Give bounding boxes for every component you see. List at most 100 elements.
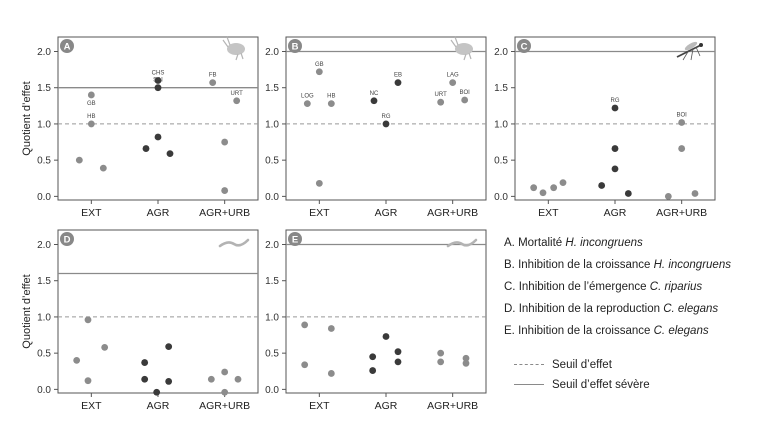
midge-head [699,43,703,47]
point-label: CHS [152,70,165,76]
x-tick-label: AGR+URB [199,207,250,219]
ostracod-body [455,43,473,55]
y-tick-label: 0.5 [37,349,51,360]
data-point [233,97,241,105]
legend-entry-b: B. Inhibition de la croissance H. incong… [504,259,731,271]
y-tick-label: 1.5 [265,83,279,94]
y-tick-label: 1.5 [37,276,51,287]
panel-letter: C [521,42,528,53]
y-tick-label: 1.0 [265,119,279,130]
y-tick-label: 1.0 [37,312,51,323]
point-label: HB [87,114,95,120]
y-tick-label: 2.0 [37,240,51,251]
y-tick-label: 1.5 [494,83,508,94]
panel-a: 0.0 0.5 1.0 1.5 2.0 EXT AGR AGR+URB A HB CHS SAI FB U… [21,36,259,219]
y-axis-label: Quotient d’effet [21,81,33,155]
point-label: LOG [301,94,314,100]
legend-effect-threshold: Seuil d’effet [504,357,754,373]
point-label: GB [87,101,96,107]
panel-letter-badge [288,232,302,246]
x-tick-label: EXT [309,400,330,412]
data-point [101,343,109,351]
y-tick-label: 0.0 [37,192,51,203]
plot-frame [514,36,716,201]
data-point [154,77,162,84]
point-label: LAG [447,73,459,79]
x-tick-label: AGR+URB [656,207,707,219]
data-point [87,91,95,99]
point-label: NC [370,91,379,97]
data-point [394,79,402,87]
data-point [141,375,149,383]
midge-body [676,44,702,58]
data-point [221,187,229,194]
data-point [301,361,309,369]
data-point [382,120,390,128]
legend-entry-e: E. Inhibition de la croissance C. elegan… [504,325,709,337]
data-point [327,325,335,332]
point-label: URT [435,92,448,98]
data-point [611,165,619,173]
data-point [550,184,558,192]
data-point [84,316,92,324]
x-tick-label: AGR [147,400,170,412]
y-tick-label: 1.0 [37,119,51,130]
panel-letter-badge [288,39,302,53]
data-point [369,353,377,361]
x-tick-label: AGR+URB [199,400,250,412]
ostracod-legs [450,36,472,61]
legend-effect-label: Seuil d’effet [552,359,612,371]
data-point [73,357,81,364]
y-tick-label: 0.5 [265,349,279,360]
point-label: FB [209,73,217,79]
data-point [209,79,217,87]
data-point [598,182,606,189]
data-point [303,100,311,108]
data-point [154,84,162,92]
legend-entry-d: D. Inhibition de la reproduction C. eleg… [504,303,719,315]
y-tick-label: 0.5 [494,156,508,167]
data-point [624,190,632,197]
panel-letter-badge [60,39,74,53]
data-point [221,368,229,376]
data-point [530,184,538,192]
data-point [153,388,161,396]
y-tick-label: 1.5 [37,83,51,94]
panel-d: 0.0 0.5 1.0 1.5 2.0 EXT AGR AGR+URB D Quotient d’… [21,229,259,412]
point-label: HB [327,94,335,100]
data-point [141,359,149,366]
x-tick-label: AGR [147,207,170,219]
legend-entry-a: A. Mortalité H. incongruens [504,237,643,249]
plot-frame [57,229,259,394]
data-point [437,98,445,106]
data-point [99,164,107,172]
data-point [207,375,215,383]
midge-wing [684,41,698,51]
data-point [369,367,377,374]
data-point [461,96,469,104]
y-tick-label: 2.0 [494,47,508,58]
data-point [559,179,567,187]
y-tick-label: 1.5 [265,276,279,287]
data-point [165,343,173,351]
y-tick-label: 1.0 [265,312,279,323]
x-tick-label: EXT [81,400,102,412]
point-label: RG [611,98,620,104]
data-point [165,378,173,385]
data-point [394,358,402,366]
x-tick-label: AGR [375,400,398,412]
data-point [301,321,309,329]
data-point [370,97,378,105]
data-point [611,104,619,112]
panel-letter: D [64,235,71,246]
data-point [221,388,229,396]
y-axis-label: Quotient d’effet [21,274,33,348]
legend-severe-label: Seuil d’effet sévère [552,379,650,391]
nematode-body [446,238,478,248]
x-tick-label: EXT [81,207,102,219]
data-point [315,179,323,187]
x-tick-label: AGR [375,207,398,219]
point-label: RG [382,114,391,120]
point-label: GB [315,62,324,68]
x-tick-label: EXT [538,207,559,219]
